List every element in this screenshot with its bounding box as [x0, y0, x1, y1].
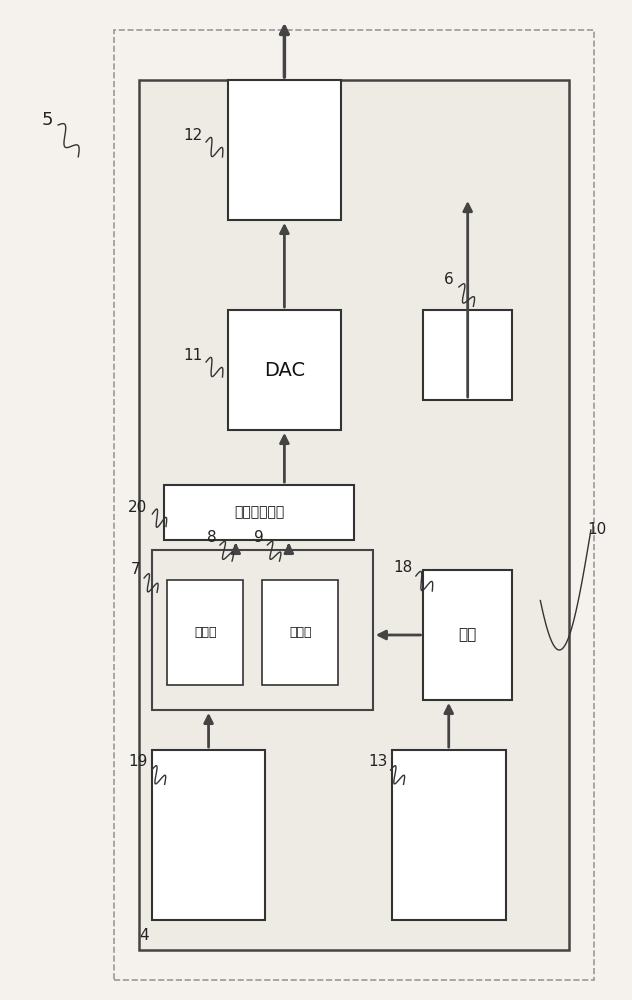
Text: 储存器匹配器: 储存器匹配器 — [234, 505, 284, 519]
Text: 18: 18 — [394, 560, 413, 576]
Text: 20: 20 — [128, 499, 147, 514]
Text: 5: 5 — [42, 111, 53, 129]
Text: 19: 19 — [128, 754, 147, 770]
FancyBboxPatch shape — [262, 580, 338, 685]
FancyBboxPatch shape — [392, 750, 506, 920]
Text: 10: 10 — [588, 522, 607, 538]
Text: 9: 9 — [254, 530, 264, 546]
Text: 查找表: 查找表 — [289, 626, 312, 639]
FancyBboxPatch shape — [423, 570, 512, 700]
FancyBboxPatch shape — [228, 80, 341, 220]
FancyBboxPatch shape — [164, 485, 354, 540]
Text: 11: 11 — [183, 348, 202, 362]
Text: 6: 6 — [444, 272, 454, 288]
FancyBboxPatch shape — [152, 750, 265, 920]
Text: 查找表: 查找表 — [194, 626, 217, 639]
Text: 12: 12 — [183, 127, 202, 142]
FancyBboxPatch shape — [139, 80, 569, 950]
FancyBboxPatch shape — [152, 550, 373, 710]
Text: 8: 8 — [207, 530, 217, 546]
Text: 4: 4 — [139, 928, 149, 942]
FancyBboxPatch shape — [423, 310, 512, 400]
Text: DAC: DAC — [264, 361, 305, 380]
Text: 13: 13 — [368, 754, 387, 770]
Text: 7: 7 — [131, 562, 141, 578]
FancyBboxPatch shape — [167, 580, 243, 685]
Text: 算法: 算法 — [459, 628, 477, 643]
FancyBboxPatch shape — [228, 310, 341, 430]
